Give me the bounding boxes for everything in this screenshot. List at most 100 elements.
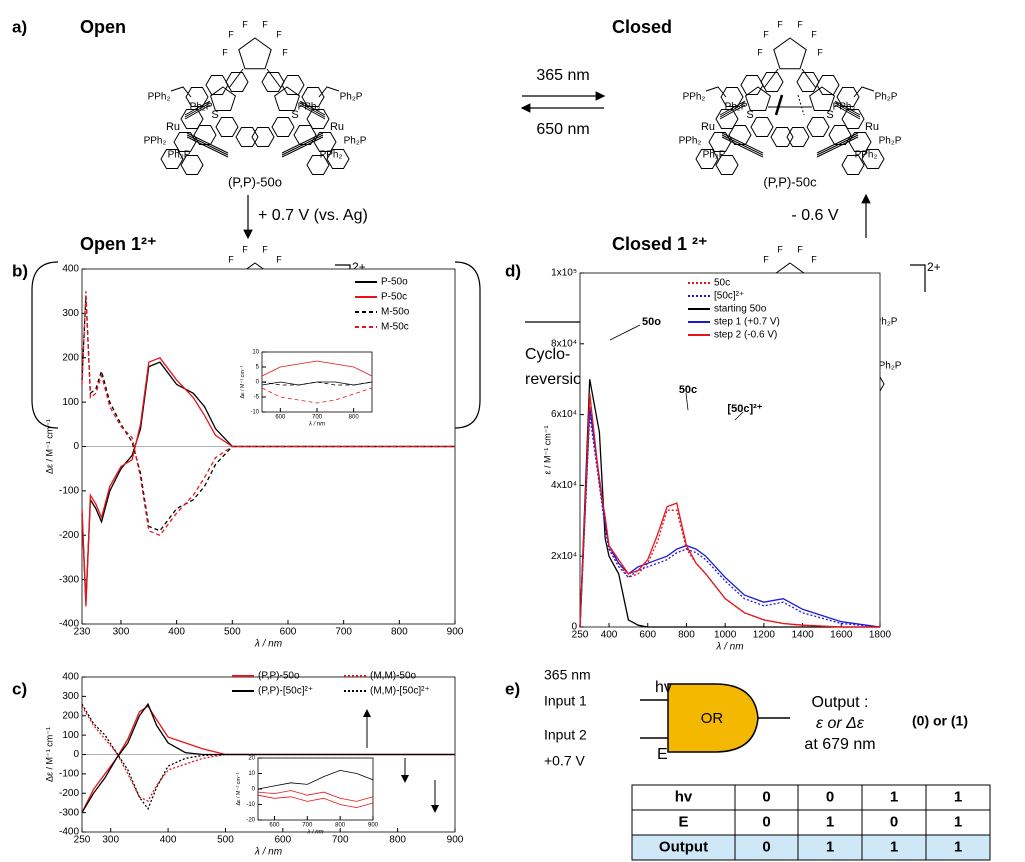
label: F xyxy=(797,244,803,254)
ring xyxy=(751,118,773,137)
ring xyxy=(236,128,258,147)
x-tick-label: 1800 xyxy=(869,630,892,641)
legend-label: M-50o xyxy=(381,307,410,318)
x-tick-label: 600 xyxy=(639,630,656,641)
label: Ph₂P xyxy=(879,361,902,372)
legend-label: [50c]²⁺ xyxy=(714,291,744,302)
label: Output : xyxy=(812,694,869,711)
label: - 0.6 V xyxy=(791,207,838,224)
y-tick-label: -100 xyxy=(59,486,79,497)
ring xyxy=(275,87,300,111)
label: PPh₂ xyxy=(855,150,878,161)
bond xyxy=(854,87,874,97)
legend-label: P-50o xyxy=(381,277,408,288)
label: Ph₂P xyxy=(168,150,191,161)
label: PPh₂ xyxy=(833,102,856,113)
y-tick-label: 100 xyxy=(62,397,79,408)
y-tick-label: -300 xyxy=(59,574,79,585)
ring xyxy=(761,73,783,92)
label: a) xyxy=(12,17,27,36)
bond xyxy=(776,95,782,115)
label: Ph₂P xyxy=(703,150,726,161)
label: Ru xyxy=(330,121,344,133)
label: E xyxy=(657,746,668,763)
x-tick-label: 700 xyxy=(335,627,352,638)
label: d) xyxy=(505,261,521,280)
x-tick-label: 900 xyxy=(447,627,464,638)
label: F xyxy=(817,47,823,57)
bond xyxy=(229,69,243,88)
label: at 679 nm xyxy=(804,736,875,753)
y-tick-label: -200 xyxy=(59,530,79,541)
label: E xyxy=(678,813,688,830)
label: 650 nm xyxy=(536,121,589,138)
label: Ph₂P xyxy=(340,92,363,103)
y-tick-label: 10 xyxy=(252,350,259,356)
label: 1 xyxy=(826,813,834,830)
x-tick-label: 400 xyxy=(160,835,177,846)
y-tick-label: 8x10⁴ xyxy=(551,338,577,349)
label: F xyxy=(282,47,288,57)
label: PPh₂ xyxy=(144,136,167,147)
legend-label: M-50c xyxy=(381,322,409,333)
x-tick-label: 300 xyxy=(102,835,119,846)
legend-label: (P,P)-[50c]²⁺ xyxy=(258,686,313,697)
ring xyxy=(774,38,806,69)
y-tick-label: 400 xyxy=(62,264,79,275)
x-tick-label: 700 xyxy=(312,414,323,420)
label: PPh₂ xyxy=(320,150,343,161)
label: OR xyxy=(701,710,724,727)
label: F xyxy=(797,19,803,29)
x-tick-label: 800 xyxy=(335,822,346,828)
label: hv xyxy=(655,679,672,696)
label: Ph₂P xyxy=(875,92,898,103)
label: Input 2 xyxy=(544,727,587,743)
label: 1 xyxy=(954,788,962,805)
legend-label: (M,M)-[50c]²⁺ xyxy=(370,686,430,697)
label: F xyxy=(777,19,783,29)
bond xyxy=(706,87,726,97)
ring xyxy=(797,73,819,92)
x-tick-label: 1600 xyxy=(830,630,853,641)
label: 2+ xyxy=(927,260,941,274)
y-tick-label: 300 xyxy=(62,308,79,319)
label: 0 xyxy=(762,813,770,830)
y-axis-label: Δε / M⁻¹ cm⁻¹ xyxy=(236,772,242,805)
label: F xyxy=(811,254,817,264)
label: Ph₂P xyxy=(190,102,213,113)
y-tick-label: 1x10⁵ xyxy=(551,268,577,279)
label: Ph₂P xyxy=(725,102,748,113)
ring xyxy=(810,87,835,111)
label: F xyxy=(777,244,783,254)
y-tick-label: -10 xyxy=(250,410,259,416)
bond xyxy=(282,135,323,155)
label: S xyxy=(746,109,753,121)
ring xyxy=(239,38,271,69)
label: F xyxy=(276,254,282,264)
legend-label: step 1 (+0.7 V) xyxy=(714,317,780,328)
label: Ph₂P xyxy=(344,136,367,147)
x-tick-label: 800 xyxy=(678,630,695,641)
y-tick-label: -10 xyxy=(246,802,255,808)
y-axis-label: Δε / M⁻¹ cm⁻¹ xyxy=(240,365,246,398)
label: Input 1 xyxy=(544,693,587,709)
legend-label: 50c xyxy=(714,278,730,289)
label: 0 xyxy=(890,813,898,830)
y-tick-label: 0 xyxy=(73,441,79,452)
label: Ru xyxy=(865,121,879,133)
bond xyxy=(817,135,858,155)
bond xyxy=(802,69,816,88)
x-tick-label: 1400 xyxy=(791,630,814,641)
x-tick-label: 500 xyxy=(224,627,241,638)
label: +0.7 V xyxy=(544,753,586,769)
x-tick-label: 400 xyxy=(601,630,618,641)
label: e) xyxy=(505,679,520,698)
label: F xyxy=(763,254,769,264)
label: 365 nm xyxy=(544,667,591,683)
ring xyxy=(174,133,196,152)
x-tick-label: 700 xyxy=(302,822,313,828)
x-axis-label: λ / nm xyxy=(715,642,743,653)
y-tick-label: -100 xyxy=(59,769,79,780)
x-tick-label: 1200 xyxy=(753,630,776,641)
label: F xyxy=(262,19,268,29)
